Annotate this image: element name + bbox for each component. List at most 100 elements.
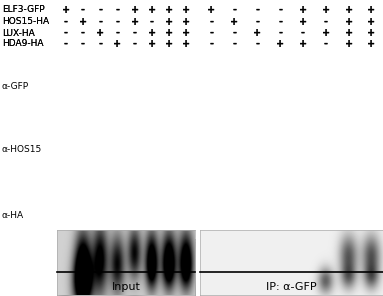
Text: HDA9-HA: HDA9-HA bbox=[2, 39, 44, 49]
Text: +: + bbox=[182, 17, 190, 27]
Text: +: + bbox=[131, 5, 139, 15]
Text: +: + bbox=[182, 39, 190, 49]
Text: +: + bbox=[276, 39, 284, 49]
Text: +: + bbox=[368, 5, 376, 15]
Text: -: - bbox=[210, 17, 213, 27]
Text: -: - bbox=[255, 39, 259, 49]
Text: -: - bbox=[324, 39, 328, 49]
Text: +: + bbox=[131, 17, 139, 27]
Text: +: + bbox=[113, 39, 121, 49]
Text: -: - bbox=[115, 5, 119, 15]
Text: +: + bbox=[322, 5, 330, 15]
Text: +: + bbox=[368, 5, 376, 15]
Text: +: + bbox=[345, 28, 353, 38]
Text: +: + bbox=[345, 39, 353, 49]
Text: -: - bbox=[98, 39, 102, 49]
Text: +: + bbox=[131, 17, 139, 27]
Text: -: - bbox=[301, 28, 305, 38]
Text: -: - bbox=[98, 5, 102, 15]
Text: Input: Input bbox=[111, 282, 141, 292]
Text: -: - bbox=[133, 28, 137, 38]
Text: -: - bbox=[81, 5, 85, 15]
Text: -: - bbox=[98, 5, 102, 15]
Text: +: + bbox=[62, 5, 70, 15]
Text: -: - bbox=[255, 39, 259, 49]
Text: -: - bbox=[150, 17, 154, 27]
Text: -: - bbox=[255, 17, 259, 27]
Text: -: - bbox=[324, 17, 328, 27]
Text: +: + bbox=[207, 5, 216, 15]
Text: +: + bbox=[79, 17, 87, 27]
Text: -: - bbox=[301, 28, 305, 38]
Text: HDA9-HA: HDA9-HA bbox=[2, 39, 44, 49]
Text: +: + bbox=[368, 28, 376, 38]
Text: +: + bbox=[299, 5, 307, 15]
Text: +: + bbox=[345, 39, 353, 49]
Text: +: + bbox=[182, 28, 190, 38]
Text: +: + bbox=[148, 28, 156, 38]
Text: -: - bbox=[278, 5, 282, 15]
Text: -: - bbox=[232, 39, 236, 49]
Text: +: + bbox=[182, 39, 190, 49]
Text: +: + bbox=[368, 39, 376, 49]
Text: α-HOS15: α-HOS15 bbox=[2, 144, 42, 154]
Text: -: - bbox=[324, 17, 328, 27]
Text: -: - bbox=[81, 28, 85, 38]
Text: -: - bbox=[210, 28, 213, 38]
Text: -: - bbox=[232, 28, 236, 38]
Text: +: + bbox=[131, 5, 139, 15]
Text: -: - bbox=[64, 39, 68, 49]
Text: +: + bbox=[148, 39, 156, 49]
Text: +: + bbox=[207, 5, 216, 15]
Text: -: - bbox=[115, 28, 119, 38]
Text: -: - bbox=[64, 39, 68, 49]
Text: +: + bbox=[299, 17, 307, 27]
Text: +: + bbox=[96, 28, 104, 38]
Text: -: - bbox=[81, 39, 85, 49]
Text: +: + bbox=[182, 5, 190, 15]
Text: +: + bbox=[276, 39, 284, 49]
Text: -: - bbox=[324, 39, 328, 49]
Text: -: - bbox=[232, 39, 236, 49]
Text: +: + bbox=[345, 5, 353, 15]
Text: -: - bbox=[133, 39, 137, 49]
Text: -: - bbox=[98, 17, 102, 27]
Text: -: - bbox=[232, 5, 236, 15]
Text: -: - bbox=[115, 17, 119, 27]
Text: +: + bbox=[165, 5, 173, 15]
Text: +: + bbox=[345, 28, 353, 38]
Text: +: + bbox=[368, 17, 376, 27]
Text: +: + bbox=[322, 28, 330, 38]
Text: +: + bbox=[165, 17, 173, 27]
Text: -: - bbox=[278, 28, 282, 38]
Text: -: - bbox=[81, 28, 85, 38]
Text: -: - bbox=[232, 5, 236, 15]
Text: +: + bbox=[299, 39, 307, 49]
Text: +: + bbox=[165, 28, 173, 38]
Text: -: - bbox=[115, 17, 119, 27]
Text: +: + bbox=[113, 39, 121, 49]
Text: +: + bbox=[165, 39, 173, 49]
Text: +: + bbox=[165, 28, 173, 38]
Text: +: + bbox=[148, 39, 156, 49]
Text: +: + bbox=[165, 39, 173, 49]
Text: -: - bbox=[210, 28, 213, 38]
Text: -: - bbox=[64, 28, 68, 38]
Text: +: + bbox=[165, 17, 173, 27]
Text: +: + bbox=[368, 28, 376, 38]
Text: -: - bbox=[255, 5, 259, 15]
Text: +: + bbox=[368, 39, 376, 49]
Text: -: - bbox=[64, 17, 68, 27]
Text: -: - bbox=[98, 39, 102, 49]
Text: +: + bbox=[253, 28, 261, 38]
Text: ELF3-GFP: ELF3-GFP bbox=[2, 6, 45, 15]
Text: +: + bbox=[230, 17, 238, 27]
Text: +: + bbox=[299, 39, 307, 49]
Text: -: - bbox=[150, 17, 154, 27]
Text: IP: α-GFP: IP: α-GFP bbox=[266, 282, 317, 292]
Text: -: - bbox=[210, 17, 213, 27]
Text: +: + bbox=[79, 17, 87, 27]
Text: -: - bbox=[133, 39, 137, 49]
Text: α-HA: α-HA bbox=[2, 211, 24, 220]
Text: +: + bbox=[322, 28, 330, 38]
